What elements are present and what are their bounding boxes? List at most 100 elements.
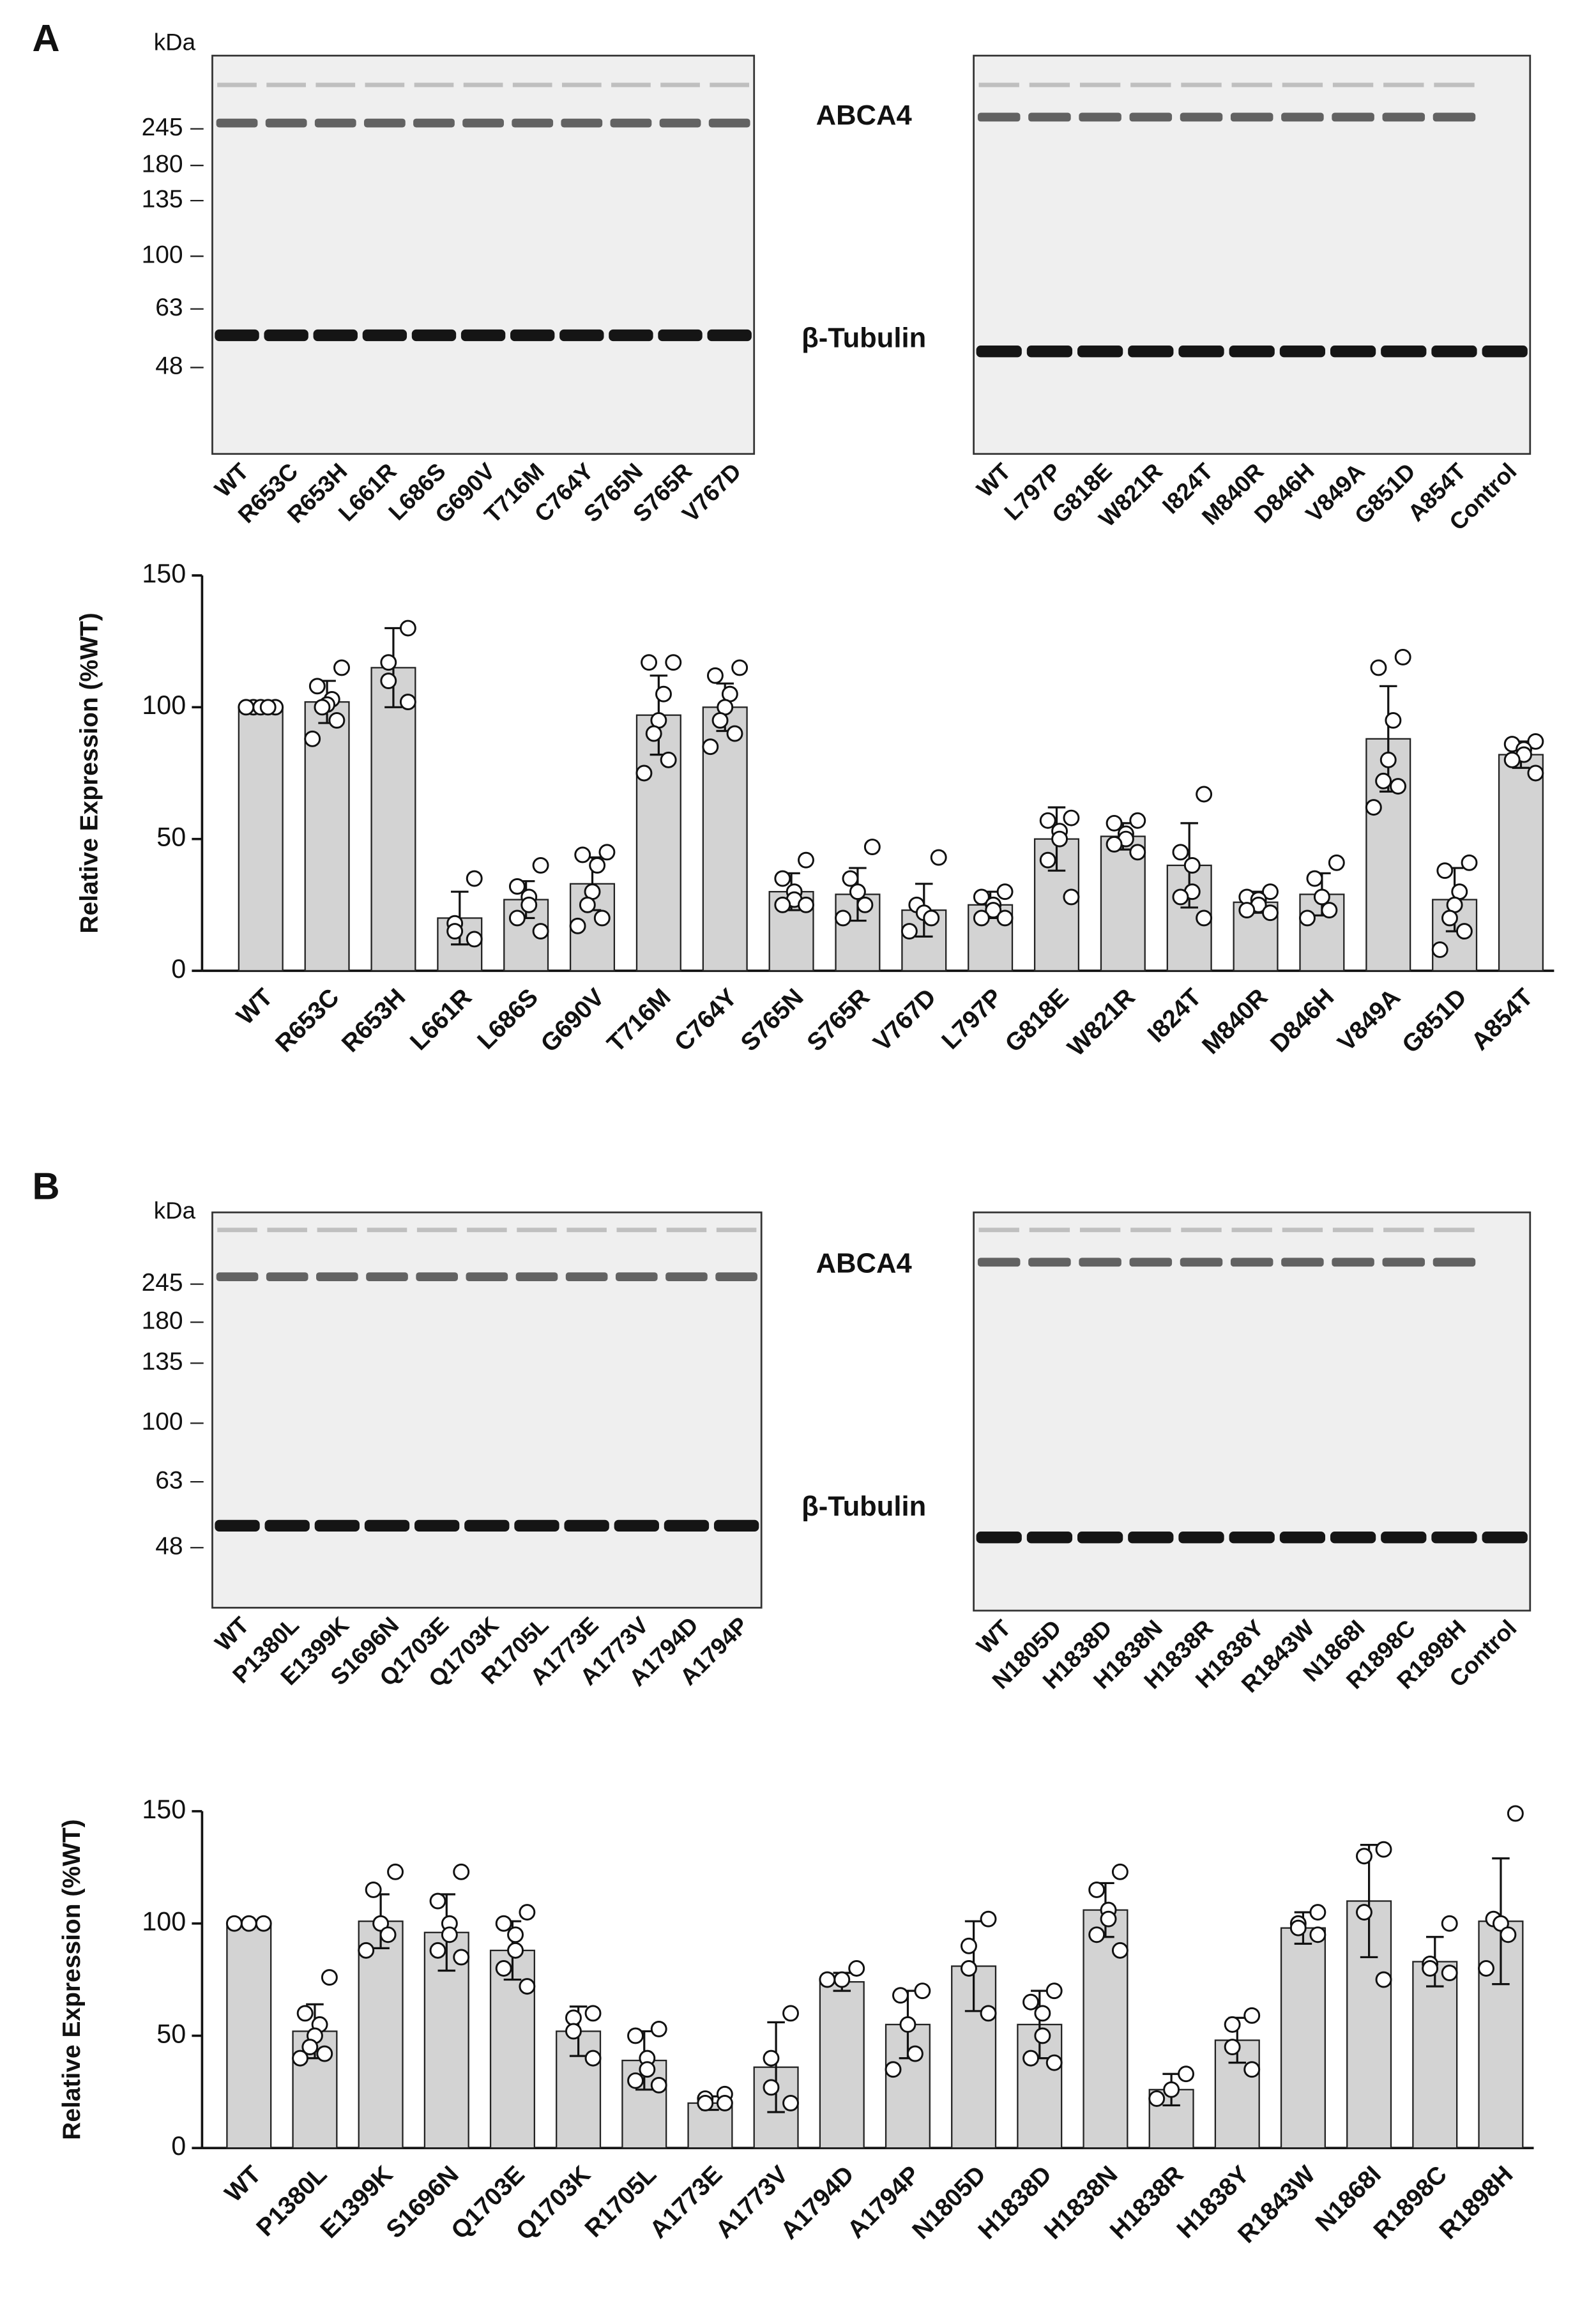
upper-band — [716, 1228, 757, 1233]
x-tick-label: N1805D — [908, 2161, 992, 2245]
data-point — [639, 2061, 656, 2078]
tubulin-band — [707, 329, 752, 342]
data-point — [1088, 1926, 1106, 1943]
x-tick-label: A854T — [1466, 984, 1539, 1056]
tubulin-band — [215, 1519, 260, 1532]
data-point — [782, 2094, 799, 2111]
abca4-band — [561, 118, 603, 128]
y-axis-label: Relative Expression (%WT) — [58, 1819, 86, 2140]
upper-band — [1029, 82, 1070, 87]
tubulin-band — [1381, 346, 1427, 358]
data-point — [1390, 778, 1406, 795]
data-point — [358, 1942, 375, 1959]
abca4-band — [977, 1258, 1021, 1267]
data-point — [1375, 772, 1392, 789]
data-point — [1148, 2090, 1166, 2107]
data-point — [1500, 1926, 1517, 1943]
abca4-band — [1281, 112, 1324, 122]
x-tick-label: WT — [231, 984, 278, 1030]
abca4-band — [1281, 1258, 1324, 1267]
x-tick-label: H1838N — [1039, 2161, 1123, 2245]
tubulin-band — [658, 329, 703, 342]
data-point — [697, 2094, 714, 2111]
data-point — [429, 1892, 446, 1910]
abca4-band — [977, 112, 1021, 122]
data-point — [930, 849, 947, 866]
bar — [819, 1981, 865, 2149]
tubulin-band — [1482, 346, 1528, 358]
data-point — [711, 712, 729, 729]
data-point — [314, 699, 331, 716]
data-point — [885, 2061, 902, 2078]
data-point — [835, 909, 851, 927]
data-point — [1375, 1971, 1392, 1988]
upper-band — [463, 82, 503, 87]
data-point — [901, 923, 918, 940]
tubulin-band — [1381, 1532, 1427, 1544]
tubulin-band — [1330, 346, 1376, 358]
data-point — [1022, 2050, 1039, 2067]
data-point — [1172, 888, 1189, 906]
x-tick-label: V849A — [1332, 984, 1406, 1057]
abca4-band — [314, 118, 356, 128]
data-point — [1309, 1904, 1326, 1921]
abca4-band — [512, 118, 554, 128]
x-tick-label: T716M — [602, 984, 676, 1058]
data-point — [973, 888, 990, 906]
data-point — [782, 2005, 799, 2022]
data-point — [495, 1915, 512, 1932]
abca4-band — [266, 1272, 308, 1282]
data-point — [650, 2076, 667, 2094]
data-point — [1422, 1960, 1439, 1977]
upper-band — [1434, 82, 1475, 87]
data-point — [833, 1971, 851, 1988]
tubulin-band — [1128, 346, 1174, 358]
upper-band — [365, 82, 405, 87]
data-point — [365, 1882, 382, 1898]
blot — [211, 54, 756, 455]
data-point — [627, 2072, 644, 2089]
protein-label: ABCA4 — [816, 1248, 912, 1279]
data-point — [1106, 835, 1123, 853]
data-point — [519, 1904, 536, 1921]
upper-band — [660, 82, 700, 87]
data-point — [598, 844, 616, 861]
upper-band — [978, 1228, 1019, 1233]
data-point — [1379, 751, 1397, 768]
data-point — [1503, 751, 1521, 768]
data-point — [980, 2005, 997, 2022]
upper-band — [217, 1228, 257, 1233]
upper-band — [1079, 1228, 1121, 1233]
data-point — [1196, 786, 1213, 803]
data-point — [238, 699, 255, 716]
data-point — [574, 846, 591, 863]
data-point — [842, 870, 859, 887]
abca4-band — [715, 1272, 757, 1282]
abca4-band — [466, 1272, 508, 1282]
tubulin-band — [1178, 1532, 1224, 1544]
upper-band — [267, 1228, 307, 1233]
data-point — [1441, 1965, 1458, 1981]
tubulin-band — [564, 1519, 609, 1532]
tubulin-band — [1026, 1532, 1073, 1544]
y-axis-label: Relative Expression (%WT) — [75, 612, 103, 933]
data-point — [1163, 2081, 1180, 2098]
tubulin-band — [1026, 346, 1073, 358]
data-point — [1238, 902, 1256, 919]
data-point — [1129, 844, 1146, 861]
protein-label: β-Tubulin — [802, 1491, 926, 1522]
data-point — [726, 725, 743, 742]
x-tick-label: G818E — [1000, 984, 1074, 1058]
abca4-band — [1433, 1258, 1476, 1267]
data-point — [1111, 1942, 1129, 1959]
x-tick-label: M840R — [1197, 984, 1273, 1060]
upper-band — [1231, 1228, 1272, 1233]
upper-band — [1332, 82, 1374, 87]
data-point — [763, 2050, 780, 2067]
upper-band — [217, 82, 257, 87]
tubulin-band — [1279, 346, 1326, 358]
data-point — [1527, 764, 1544, 782]
data-point — [584, 2005, 602, 2022]
data-point — [521, 896, 538, 913]
data-point — [1441, 909, 1458, 927]
